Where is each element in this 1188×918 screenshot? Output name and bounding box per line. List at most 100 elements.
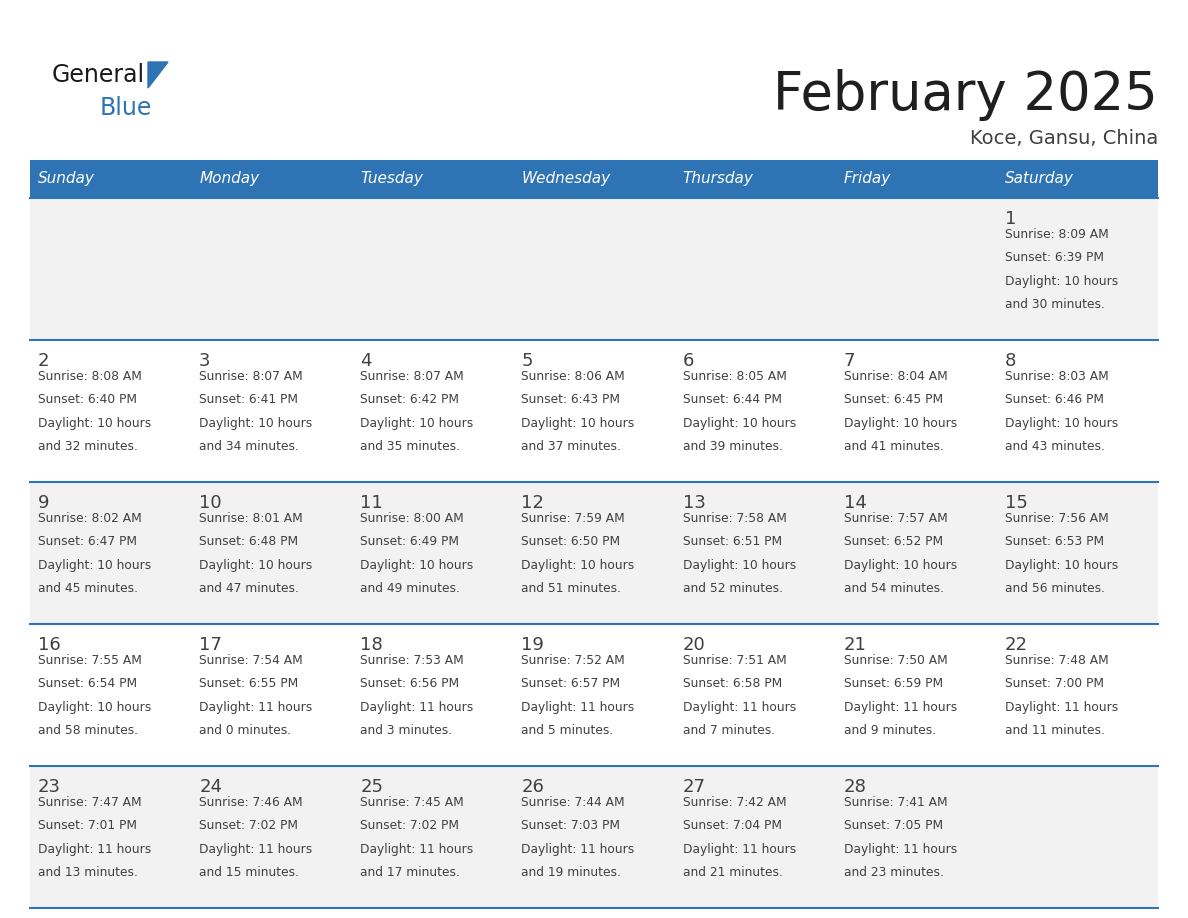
Text: and 52 minutes.: and 52 minutes.: [683, 582, 783, 595]
Text: Sunrise: 7:58 AM: Sunrise: 7:58 AM: [683, 512, 786, 525]
Text: Sunset: 7:00 PM: Sunset: 7:00 PM: [1005, 677, 1104, 690]
Text: Daylight: 10 hours: Daylight: 10 hours: [38, 417, 151, 430]
Text: 1: 1: [1005, 210, 1016, 228]
Text: and 49 minutes.: and 49 minutes.: [360, 582, 460, 595]
Text: Sunset: 7:02 PM: Sunset: 7:02 PM: [200, 820, 298, 833]
Bar: [675, 160, 835, 198]
Text: 6: 6: [683, 352, 694, 370]
Text: Sunrise: 8:05 AM: Sunrise: 8:05 AM: [683, 370, 786, 383]
Text: Sunset: 6:48 PM: Sunset: 6:48 PM: [200, 535, 298, 548]
Text: Sunset: 7:05 PM: Sunset: 7:05 PM: [843, 820, 943, 833]
Text: 28: 28: [843, 778, 866, 796]
Text: and 43 minutes.: and 43 minutes.: [1005, 441, 1105, 453]
Text: Sunset: 6:53 PM: Sunset: 6:53 PM: [1005, 535, 1104, 548]
Bar: [30, 766, 1158, 908]
Text: Daylight: 10 hours: Daylight: 10 hours: [360, 559, 474, 572]
Text: Sunset: 6:51 PM: Sunset: 6:51 PM: [683, 535, 782, 548]
Text: Sunset: 6:58 PM: Sunset: 6:58 PM: [683, 677, 782, 690]
Text: Sunrise: 7:53 AM: Sunrise: 7:53 AM: [360, 654, 465, 667]
Text: Daylight: 11 hours: Daylight: 11 hours: [360, 843, 474, 856]
Text: Sunset: 6:44 PM: Sunset: 6:44 PM: [683, 394, 782, 407]
Text: Koce, Gansu, China: Koce, Gansu, China: [969, 129, 1158, 148]
Text: 15: 15: [1005, 494, 1028, 512]
Text: and 35 minutes.: and 35 minutes.: [360, 441, 460, 453]
Text: Sunrise: 8:07 AM: Sunrise: 8:07 AM: [200, 370, 303, 383]
Text: Daylight: 11 hours: Daylight: 11 hours: [843, 843, 958, 856]
Text: Daylight: 11 hours: Daylight: 11 hours: [522, 700, 634, 714]
Bar: [30, 160, 191, 198]
Text: 16: 16: [38, 636, 61, 654]
Text: Daylight: 11 hours: Daylight: 11 hours: [1005, 700, 1118, 714]
Text: Sunrise: 8:09 AM: Sunrise: 8:09 AM: [1005, 228, 1108, 241]
Text: Sunrise: 8:02 AM: Sunrise: 8:02 AM: [38, 512, 141, 525]
Text: Daylight: 10 hours: Daylight: 10 hours: [522, 559, 634, 572]
Text: Daylight: 10 hours: Daylight: 10 hours: [38, 559, 151, 572]
Text: and 54 minutes.: and 54 minutes.: [843, 582, 943, 595]
Text: Sunset: 6:52 PM: Sunset: 6:52 PM: [843, 535, 943, 548]
Text: and 11 minutes.: and 11 minutes.: [1005, 724, 1105, 737]
Text: Sunset: 6:41 PM: Sunset: 6:41 PM: [200, 394, 298, 407]
Bar: [30, 198, 1158, 340]
Text: and 41 minutes.: and 41 minutes.: [843, 441, 943, 453]
Text: 10: 10: [200, 494, 222, 512]
Text: February 2025: February 2025: [773, 69, 1158, 121]
Text: 13: 13: [683, 494, 706, 512]
Polygon shape: [148, 62, 168, 88]
Text: Daylight: 10 hours: Daylight: 10 hours: [1005, 559, 1118, 572]
Text: 14: 14: [843, 494, 866, 512]
Text: Sunrise: 8:00 AM: Sunrise: 8:00 AM: [360, 512, 465, 525]
Text: Sunset: 7:03 PM: Sunset: 7:03 PM: [522, 820, 620, 833]
Text: Daylight: 10 hours: Daylight: 10 hours: [843, 559, 958, 572]
Text: Sunset: 6:56 PM: Sunset: 6:56 PM: [360, 677, 460, 690]
Text: Sunset: 7:04 PM: Sunset: 7:04 PM: [683, 820, 782, 833]
Text: 9: 9: [38, 494, 50, 512]
Text: 24: 24: [200, 778, 222, 796]
Text: Sunset: 6:54 PM: Sunset: 6:54 PM: [38, 677, 137, 690]
Text: Daylight: 11 hours: Daylight: 11 hours: [200, 700, 312, 714]
Text: 23: 23: [38, 778, 61, 796]
Text: Daylight: 10 hours: Daylight: 10 hours: [522, 417, 634, 430]
Text: 18: 18: [360, 636, 383, 654]
Text: 25: 25: [360, 778, 384, 796]
Text: Daylight: 11 hours: Daylight: 11 hours: [200, 843, 312, 856]
Text: Sunrise: 7:42 AM: Sunrise: 7:42 AM: [683, 796, 786, 809]
Text: Sunrise: 8:07 AM: Sunrise: 8:07 AM: [360, 370, 465, 383]
Text: Sunrise: 7:52 AM: Sunrise: 7:52 AM: [522, 654, 625, 667]
Text: Daylight: 10 hours: Daylight: 10 hours: [200, 417, 312, 430]
Text: Daylight: 11 hours: Daylight: 11 hours: [522, 843, 634, 856]
Text: and 51 minutes.: and 51 minutes.: [522, 582, 621, 595]
Text: Sunrise: 8:01 AM: Sunrise: 8:01 AM: [200, 512, 303, 525]
Text: Sunrise: 7:59 AM: Sunrise: 7:59 AM: [522, 512, 625, 525]
Text: Sunset: 6:46 PM: Sunset: 6:46 PM: [1005, 394, 1104, 407]
Bar: [835, 160, 997, 198]
Text: Daylight: 11 hours: Daylight: 11 hours: [683, 700, 796, 714]
Text: Daylight: 11 hours: Daylight: 11 hours: [683, 843, 796, 856]
Bar: [30, 624, 1158, 766]
Text: Sunset: 6:40 PM: Sunset: 6:40 PM: [38, 394, 137, 407]
Text: Daylight: 10 hours: Daylight: 10 hours: [683, 559, 796, 572]
Text: and 15 minutes.: and 15 minutes.: [200, 867, 299, 879]
Text: Sunrise: 7:54 AM: Sunrise: 7:54 AM: [200, 654, 303, 667]
Text: and 37 minutes.: and 37 minutes.: [522, 441, 621, 453]
Text: 8: 8: [1005, 352, 1016, 370]
Text: Sunrise: 7:41 AM: Sunrise: 7:41 AM: [843, 796, 947, 809]
Text: Sunset: 6:59 PM: Sunset: 6:59 PM: [843, 677, 943, 690]
Text: 4: 4: [360, 352, 372, 370]
Text: Sunset: 6:55 PM: Sunset: 6:55 PM: [200, 677, 298, 690]
Text: and 9 minutes.: and 9 minutes.: [843, 724, 936, 737]
Text: Sunrise: 7:57 AM: Sunrise: 7:57 AM: [843, 512, 948, 525]
Text: and 32 minutes.: and 32 minutes.: [38, 441, 138, 453]
Text: and 45 minutes.: and 45 minutes.: [38, 582, 138, 595]
Bar: [30, 482, 1158, 624]
Text: Friday: Friday: [843, 172, 891, 186]
Text: Sunset: 6:43 PM: Sunset: 6:43 PM: [522, 394, 620, 407]
Text: Sunrise: 7:46 AM: Sunrise: 7:46 AM: [200, 796, 303, 809]
Text: Daylight: 10 hours: Daylight: 10 hours: [38, 700, 151, 714]
Text: and 58 minutes.: and 58 minutes.: [38, 724, 138, 737]
Text: Sunset: 6:49 PM: Sunset: 6:49 PM: [360, 535, 460, 548]
Text: Sunrise: 7:47 AM: Sunrise: 7:47 AM: [38, 796, 141, 809]
Text: Wednesday: Wednesday: [522, 172, 611, 186]
Text: 26: 26: [522, 778, 544, 796]
Text: 19: 19: [522, 636, 544, 654]
Text: Daylight: 10 hours: Daylight: 10 hours: [1005, 274, 1118, 288]
